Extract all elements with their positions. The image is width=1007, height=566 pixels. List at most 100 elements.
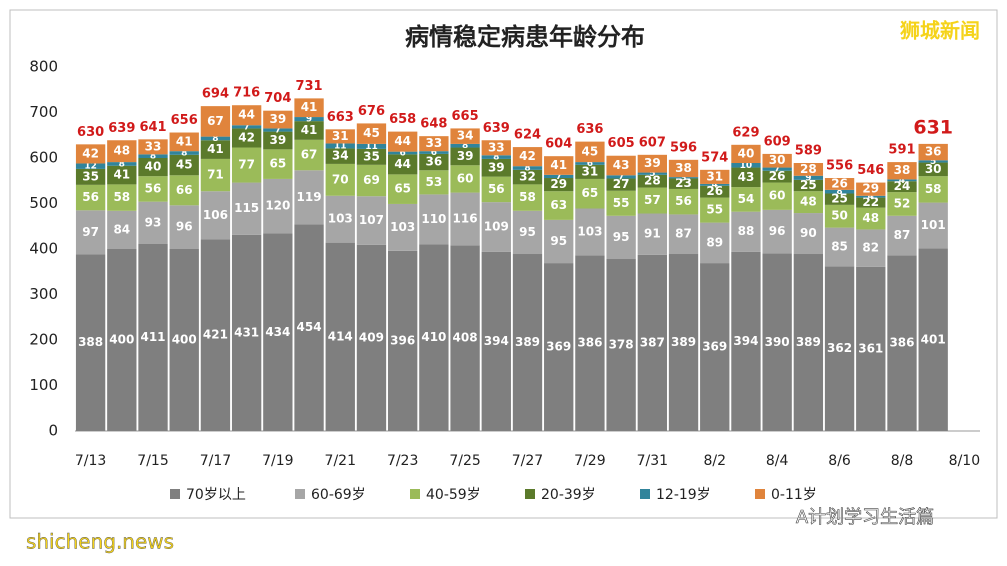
bar-segment [356,164,387,197]
data-label: 119 [297,190,322,204]
bar-segment [356,196,387,245]
data-label: 95 [550,234,567,248]
bar-segment [731,167,761,188]
data-label: 31 [706,169,723,183]
bar-segment [200,239,231,431]
data-label: 4 [712,180,718,190]
data-label: 97 [82,225,99,239]
data-label: 55 [613,196,630,210]
data-label: 400 [109,333,134,347]
data-label: 26 [769,169,786,183]
bar-segment [388,174,418,204]
data-label: 60 [457,171,474,185]
bar-segment [856,195,886,198]
bar-segment [606,175,636,179]
data-label: 6 [400,148,406,158]
legend-swatch [755,489,765,499]
data-label: 7 [618,172,624,182]
bar-segment [762,182,792,210]
bar-segment [388,250,418,431]
bar-segment [512,254,543,431]
data-label: 33 [426,136,443,150]
data-label: 38 [675,161,692,175]
data-label: 369 [702,340,727,354]
data-label: 28 [644,174,661,188]
data-label: 11 [365,142,378,152]
data-label: 11 [334,141,347,151]
x-tick-label: 7/27 [512,453,543,469]
data-label: 103 [328,212,353,226]
data-label: 41 [301,100,318,114]
bar-segment [887,179,917,182]
bar-segment [450,245,480,431]
data-label: 56 [82,190,99,204]
bar-segment [700,169,730,184]
bar-segment [325,129,355,144]
data-label: 22 [862,195,879,209]
data-label: 23 [675,176,692,190]
y-tick-label: 300 [29,285,58,303]
data-label: 39 [269,133,286,147]
data-label: 95 [613,230,630,244]
bar-segment [731,163,761,168]
data-label: 31 [332,129,349,143]
bar-segment [887,192,917,216]
data-label: 90 [800,226,817,240]
bar-segment [325,148,355,164]
data-label: 4 [899,176,905,186]
data-label: 43 [738,170,755,184]
bar-segment [169,175,199,206]
total-label: 665 [452,109,479,124]
x-tick-label: 7/29 [574,453,605,469]
legend-swatch [410,489,420,499]
bar-segment [575,141,605,163]
bar-segment [200,191,231,240]
bar-segment [793,163,824,176]
bar-segment [637,254,667,431]
bar-segment [700,197,730,223]
bar-segment [294,121,324,140]
bar-segment [668,178,699,189]
bar-segment [856,229,886,267]
total-label: 607 [639,135,666,150]
data-label: 409 [359,330,384,344]
total-label: 556 [826,159,853,174]
bar-segment [762,253,792,431]
data-label: 401 [921,332,946,346]
data-label: 38 [894,163,911,177]
total-label: 589 [795,144,822,159]
data-label: 7 [244,122,250,132]
bar-segment [107,210,137,249]
bar-segment [512,210,543,255]
bar-segment [200,136,231,141]
data-label: 70 [332,172,349,186]
x-tick-label: 7/15 [137,453,168,469]
data-label: 33 [145,139,162,153]
data-label: 6 [587,159,593,169]
data-label: 414 [328,329,353,343]
bar-segment [637,154,667,173]
data-label: 58 [925,182,942,196]
bar-segment [856,266,886,431]
data-label: 85 [831,239,848,253]
data-label: 28 [800,162,817,176]
bar-segment [481,155,511,159]
data-label: 43 [613,158,630,172]
data-label: 95 [519,225,536,239]
bar-segment [75,184,106,211]
total-label: 658 [389,112,416,127]
bar-segment [169,132,199,152]
data-label: 362 [827,341,852,355]
total-label: 630 [77,125,104,140]
bar-segment [450,165,480,193]
data-label: 101 [921,218,946,232]
data-label: 42 [238,130,255,144]
bar-segment [793,191,824,214]
data-label: 82 [862,241,879,255]
bar-segment [419,170,449,195]
data-label: 96 [176,220,193,234]
bar-segment [263,110,293,129]
data-label: 39 [488,160,505,174]
watermark: 狮城新闻 [900,19,980,43]
